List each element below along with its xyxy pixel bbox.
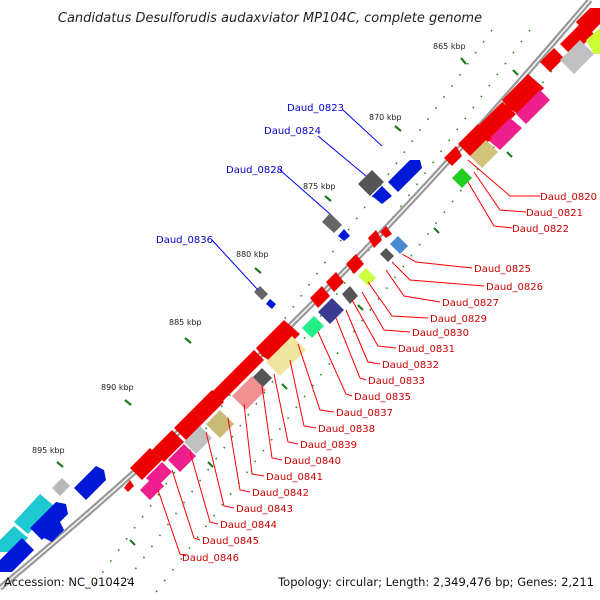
gene-daud-0829[interactable] <box>380 248 394 262</box>
gene-reverse-magenta-5[interactable] <box>140 476 164 500</box>
gene-daud-0843[interactable] <box>212 372 242 402</box>
leader-lines-red <box>157 159 540 557</box>
blue-gene-labels: Daud_0823 Daud_0824 Daud_0828 Daud_0836 <box>156 103 344 246</box>
gene-label-daud-0826[interactable]: Daud_0826 <box>486 282 543 293</box>
gene-daud-0835[interactable] <box>310 286 330 308</box>
genome-summary-text: Topology: circular; Length: 2,349,476 bp… <box>277 575 594 589</box>
gene-reverse-gray[interactable] <box>560 40 594 74</box>
gene-label-daud-0822[interactable]: Daud_0822 <box>512 224 569 235</box>
gene-reverse-red-11[interactable] <box>124 480 134 492</box>
gene-label-daud-0836[interactable]: Daud_0836 <box>156 235 213 246</box>
gene-reverse-magenta-2[interactable] <box>488 118 522 150</box>
gene-label-daud-0839[interactable]: Daud_0839 <box>300 440 357 451</box>
gene-reverse-khaki[interactable] <box>470 140 498 168</box>
gene-reverse-red-5[interactable] <box>478 102 516 138</box>
scale-label: 880 kbp <box>236 250 269 259</box>
gene-reverse-red-8[interactable] <box>174 410 204 440</box>
gene-daud-0826[interactable] <box>380 226 392 238</box>
leader-lines-blue <box>211 109 383 291</box>
scale-label: 895 kbp <box>32 446 65 455</box>
gene-label-daud-0838[interactable]: Daud_0838 <box>318 424 375 435</box>
major-ticks <box>56 57 519 546</box>
scale-label: 890 kbp <box>101 383 134 392</box>
forward-strand-genes <box>0 160 422 572</box>
gene-daud-0838[interactable] <box>302 316 324 338</box>
gene-daud-0828[interactable] <box>322 213 342 233</box>
gene-reverse-red-9[interactable] <box>152 430 184 462</box>
gene-forward-gray[interactable] <box>52 478 70 496</box>
gene-daud-0831[interactable] <box>358 268 376 286</box>
gene-label-daud-0846[interactable]: Daud_0846 <box>182 553 239 564</box>
gene-label-daud-0833[interactable]: Daud_0833 <box>368 376 425 387</box>
gene-reverse-magenta[interactable] <box>516 90 550 124</box>
gene-forward-blue-4[interactable] <box>40 518 64 542</box>
gene-reverse-red-7[interactable] <box>444 146 462 166</box>
gene-label-daud-0845[interactable]: Daud_0845 <box>202 536 259 547</box>
map-title: Candidatus Desulforudis audaxviator MP10… <box>58 11 482 26</box>
scale-label: 865 kbp <box>433 42 466 51</box>
scale-labels: 865 kbp 870 kbp 875 kbp 880 kbp 885 kbp … <box>32 42 466 455</box>
reverse-strand-genes <box>124 8 600 500</box>
accession-text: Accession: NC_010424 <box>4 575 135 589</box>
gene-daud-0832[interactable] <box>326 272 344 292</box>
gene-label-daud-0837[interactable]: Daud_0837 <box>336 408 393 419</box>
gene-label-daud-0828[interactable]: Daud_0828 <box>226 165 283 176</box>
gene-reverse-red-10[interactable] <box>130 448 162 480</box>
gene-daud-0823b[interactable] <box>372 186 392 204</box>
gene-reverse-red-6[interactable] <box>458 124 492 158</box>
gene-daud-0833[interactable] <box>342 286 358 304</box>
gene-label-daud-0827[interactable]: Daud_0827 <box>442 298 499 309</box>
gene-daud-0825[interactable] <box>368 230 382 248</box>
gene-label-daud-0832[interactable]: Daud_0832 <box>382 360 439 371</box>
gene-daud-0844[interactable] <box>232 376 266 410</box>
scale-label: 875 kbp <box>303 182 336 191</box>
gene-daud-0836b[interactable] <box>266 299 276 309</box>
gene-label-daud-0843[interactable]: Daud_0843 <box>236 504 293 515</box>
gene-label-daud-0823[interactable]: Daud_0823 <box>287 103 344 114</box>
gene-daud-0830[interactable] <box>346 254 364 274</box>
gene-daud-0837[interactable] <box>318 298 344 324</box>
gene-forward-cyan[interactable] <box>14 494 54 534</box>
gene-daud-0841[interactable] <box>232 350 264 382</box>
gene-daud-0839[interactable] <box>256 320 300 362</box>
gene-reverse-red-4[interactable] <box>502 74 544 114</box>
gene-daud-0823[interactable] <box>388 160 422 192</box>
gene-forward-cyan-2[interactable] <box>0 526 28 552</box>
gene-daud-0840[interactable] <box>266 336 306 376</box>
gene-reverse-magenta-3[interactable] <box>168 444 196 472</box>
scale-label: 885 kbp <box>169 318 202 327</box>
gene-label-daud-0842[interactable]: Daud_0842 <box>252 488 309 499</box>
gene-reverse-top-3[interactable] <box>540 48 564 72</box>
gene-label-daud-0844[interactable]: Daud_0844 <box>220 520 277 531</box>
red-gene-labels: Daud_0820 Daud_0821 Daud_0822 Daud_0825 … <box>182 192 597 564</box>
gene-label-daud-0820[interactable]: Daud_0820 <box>540 192 597 203</box>
gene-forward-blue[interactable] <box>74 466 106 500</box>
gene-label-daud-0840[interactable]: Daud_0840 <box>284 456 341 467</box>
gene-daud-0828b[interactable] <box>338 229 350 241</box>
gene-reverse-lime[interactable] <box>586 28 600 54</box>
gene-reverse-green[interactable] <box>452 168 472 188</box>
gene-label-daud-0831[interactable]: Daud_0831 <box>398 344 455 355</box>
gene-daud-0845[interactable] <box>192 390 224 422</box>
scale-label: 870 kbp <box>369 113 402 122</box>
gene-label-daud-0835[interactable]: Daud_0835 <box>354 392 411 403</box>
genome-backbone <box>0 0 593 591</box>
gene-label-daud-0824[interactable]: Daud_0824 <box>264 126 321 137</box>
gene-label-daud-0829[interactable]: Daud_0829 <box>430 314 487 325</box>
gene-label-daud-0841[interactable]: Daud_0841 <box>266 472 323 483</box>
gene-forward-blue-2[interactable] <box>30 502 68 540</box>
gene-label-daud-0830[interactable]: Daud_0830 <box>412 328 469 339</box>
gene-daud-0846[interactable] <box>206 410 234 438</box>
gene-daud-0827[interactable] <box>390 236 408 254</box>
gene-label-daud-0825[interactable]: Daud_0825 <box>474 264 531 275</box>
gene-reverse-top-2[interactable] <box>560 22 594 56</box>
gene-reverse-gray-2[interactable] <box>184 426 212 454</box>
gene-label-daud-0821[interactable]: Daud_0821 <box>526 208 583 219</box>
gene-daud-0824[interactable] <box>358 170 384 196</box>
gene-forward-blue-3[interactable] <box>0 538 34 572</box>
